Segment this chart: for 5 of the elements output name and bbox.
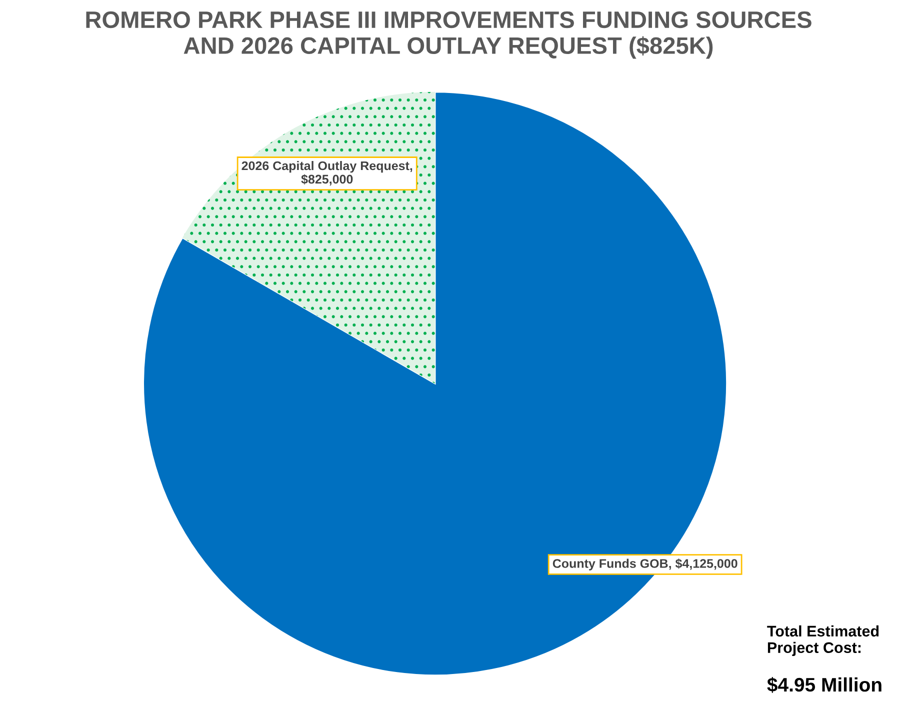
slice-label: 2026 Capital Outlay Request, $825,000 — [242, 161, 412, 186]
text: $4.95 Million — [767, 677, 882, 693]
slice-label: County Funds GOB, $4,125,000 — [552, 558, 738, 570]
chart-title: ROMERO PARK PHASE III IMPROVEMENTS FUNDING SOURCES AND 2026 CAPITAL OUTLAY REQUEST ($825K) — [86, 11, 812, 59]
text: Total Estimated Project Cost: — [767, 625, 879, 656]
